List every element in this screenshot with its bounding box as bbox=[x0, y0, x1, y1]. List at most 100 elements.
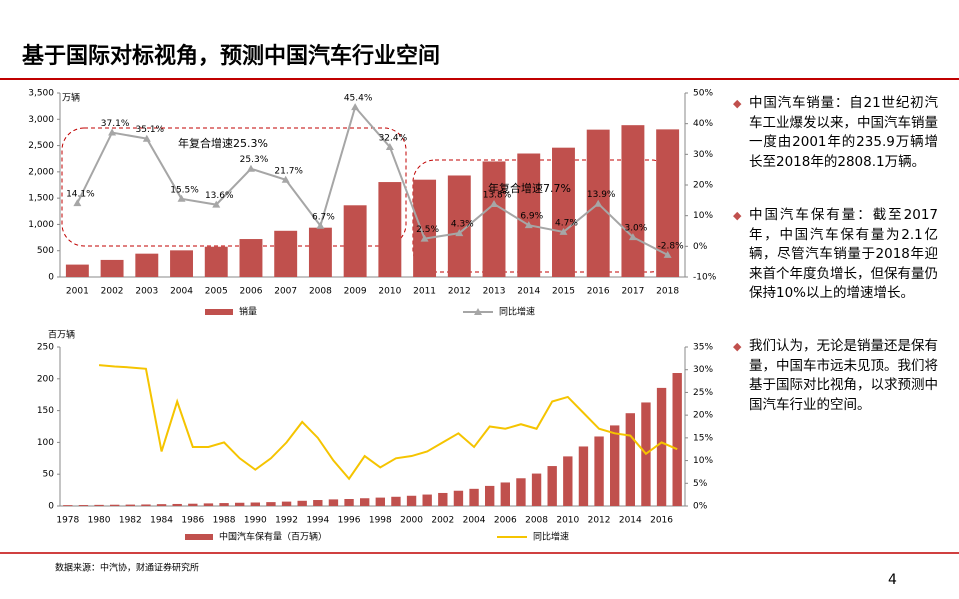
bar bbox=[375, 497, 385, 506]
bar bbox=[313, 500, 323, 506]
legend-marker bbox=[474, 308, 482, 315]
x-tick-label: 2004 bbox=[463, 516, 486, 526]
legend-swatch bbox=[205, 309, 233, 315]
x-tick-label: 2014 bbox=[619, 516, 642, 526]
data-label: 25.3% bbox=[240, 155, 269, 165]
data-label: 6.7% bbox=[312, 212, 335, 222]
bar bbox=[344, 499, 354, 506]
x-tick-label: 2012 bbox=[448, 287, 471, 297]
line-marker bbox=[385, 142, 394, 150]
y2-tick-label: 35% bbox=[693, 343, 713, 353]
bar bbox=[422, 494, 432, 506]
y2-tick-label: 0% bbox=[693, 242, 708, 252]
data-label: 6.9% bbox=[520, 212, 543, 222]
x-tick-label: 1984 bbox=[150, 516, 173, 526]
bar bbox=[94, 504, 104, 506]
bar bbox=[378, 182, 402, 277]
data-label: 32.4% bbox=[379, 133, 408, 143]
y-tick-label: 0 bbox=[48, 273, 54, 283]
line-marker bbox=[142, 134, 151, 142]
x-tick-label: 1986 bbox=[181, 516, 204, 526]
y2-tick-label: 50% bbox=[693, 89, 713, 99]
y-tick-label: 200 bbox=[37, 374, 54, 384]
data-label: 2.5% bbox=[416, 225, 439, 235]
y-tick-label: 2,500 bbox=[28, 141, 54, 151]
y-tick-label: 1,000 bbox=[28, 220, 54, 230]
bar bbox=[447, 175, 471, 277]
bar bbox=[172, 503, 182, 506]
x-tick-label: 2014 bbox=[517, 287, 540, 297]
y-tick-label: 250 bbox=[37, 343, 54, 353]
y-tick-label: 3,500 bbox=[28, 89, 54, 99]
data-label: 21.7% bbox=[274, 166, 303, 176]
y2-tick-label: 40% bbox=[693, 119, 713, 129]
bar bbox=[625, 413, 635, 506]
bar bbox=[406, 495, 417, 506]
y2-tick-label: 15% bbox=[693, 433, 713, 443]
line bbox=[98, 364, 678, 481]
bar bbox=[219, 503, 229, 506]
bar bbox=[235, 502, 245, 506]
x-tick-label: 2017 bbox=[621, 287, 644, 297]
x-tick-label: 1990 bbox=[244, 516, 267, 526]
page-number: 4 bbox=[888, 572, 897, 588]
bar bbox=[516, 478, 526, 506]
bar bbox=[656, 387, 667, 506]
y-tick-label: 3,000 bbox=[28, 115, 54, 125]
line-marker bbox=[455, 229, 464, 237]
bar bbox=[78, 505, 89, 506]
data-label: 13.9% bbox=[587, 190, 616, 200]
y2-tick-label: 20% bbox=[693, 181, 713, 191]
line-marker bbox=[594, 199, 603, 207]
bar bbox=[204, 246, 228, 277]
bar bbox=[343, 205, 367, 277]
bar bbox=[578, 446, 589, 506]
bar bbox=[63, 505, 73, 506]
data-label: 37.1% bbox=[101, 119, 130, 129]
line-marker bbox=[316, 221, 325, 229]
line-marker bbox=[212, 200, 221, 208]
data-label: 4.3% bbox=[451, 220, 474, 230]
bar bbox=[552, 147, 575, 277]
annotation: 年复合增速7.7% bbox=[488, 181, 571, 195]
bar bbox=[656, 129, 680, 277]
source: 数据来源：中汽协，财通证券研究所 bbox=[55, 562, 199, 574]
bar bbox=[563, 456, 573, 506]
bar bbox=[610, 425, 620, 506]
x-tick-label: 2004 bbox=[170, 287, 193, 297]
line-marker bbox=[108, 128, 117, 136]
x-tick-label: 2013 bbox=[483, 287, 506, 297]
bar bbox=[672, 373, 682, 506]
line-marker bbox=[524, 221, 533, 229]
x-tick-label: 2002 bbox=[101, 287, 124, 297]
bar bbox=[500, 482, 510, 506]
line-marker bbox=[663, 250, 672, 258]
data-label: 14.1% bbox=[66, 190, 95, 200]
x-tick-label: 2007 bbox=[274, 287, 297, 297]
x-tick-label: 1982 bbox=[119, 516, 142, 526]
note: ◆ 我们认为，无论是销量还是保有量，中国车市远未见顶。我们将基于国际对比视角，以求… bbox=[733, 337, 938, 415]
bar bbox=[203, 503, 214, 506]
x-tick-label: 2015 bbox=[552, 287, 575, 297]
data-label: 13.6% bbox=[205, 191, 234, 201]
y2-tick-label: 10% bbox=[693, 456, 713, 466]
x-tick-label: 2000 bbox=[400, 516, 423, 526]
x-tick-label: 2001 bbox=[66, 287, 89, 297]
x-tick-label: 1978 bbox=[56, 516, 79, 526]
bar bbox=[308, 227, 332, 277]
x-tick-label: 1988 bbox=[213, 516, 236, 526]
bar bbox=[469, 488, 479, 506]
y-tick-label: 500 bbox=[37, 246, 54, 256]
x-tick-label: 2008 bbox=[525, 516, 548, 526]
bar bbox=[156, 504, 167, 506]
unit-label: 百万辆 bbox=[48, 329, 75, 341]
x-tick-label: 1998 bbox=[369, 516, 392, 526]
y2-tick-label: 20% bbox=[693, 411, 713, 421]
bar bbox=[453, 490, 464, 506]
data-label: 35.1% bbox=[136, 125, 165, 135]
annotation: 年复合增速25.3% bbox=[178, 136, 268, 150]
bar bbox=[266, 502, 276, 506]
bar bbox=[250, 502, 260, 506]
data-label: 15.5% bbox=[170, 185, 199, 195]
y2-tick-label: 0% bbox=[693, 502, 708, 512]
